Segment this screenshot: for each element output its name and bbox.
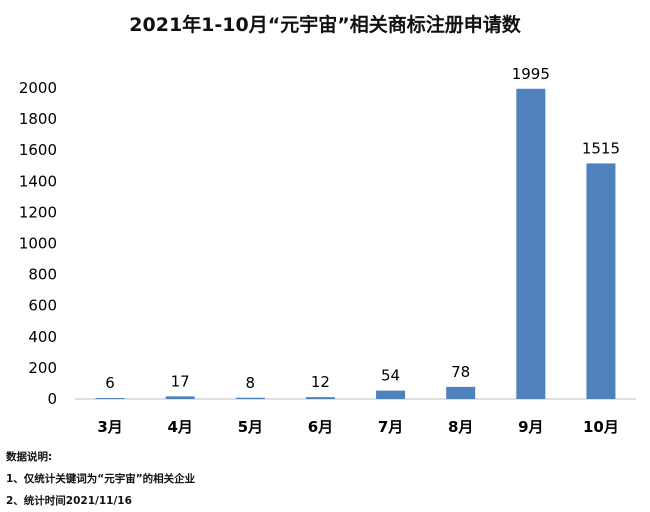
bar [516, 88, 546, 399]
bar [165, 396, 195, 399]
notes-heading: 数据说明: [6, 451, 53, 463]
bar-chart: 0 200 400 600 800 1000 1200 1400 1600 1800 2000 6 1… [19, 65, 636, 436]
y-tick-label: 1200 [19, 203, 57, 221]
y-tick-label: 800 [28, 266, 57, 284]
data-labels: 6 17 8 12 54 78 1995 1515 [105, 65, 620, 392]
x-tick-label: 10月 [583, 418, 619, 436]
x-tick-label: 4月 [167, 418, 192, 436]
x-tick-label: 9月 [518, 418, 543, 436]
chart-title: 2021年1-10月“元宇宙”相关商标注册申请数 [129, 14, 521, 36]
data-label: 1515 [582, 139, 620, 157]
bar [305, 397, 335, 399]
data-label: 54 [381, 367, 400, 385]
x-tick-label: 8月 [448, 418, 473, 436]
x-axis: 3月 4月 5月 6月 7月 8月 9月 10月 [97, 418, 619, 436]
x-tick-label: 3月 [97, 418, 122, 436]
data-label: 17 [171, 372, 190, 390]
bars [95, 88, 616, 399]
y-axis: 0 200 400 600 800 1000 1200 1400 1600 1800 2000 [19, 79, 57, 408]
bar [446, 386, 476, 399]
y-tick-label: 1000 [19, 235, 57, 253]
bar [376, 390, 406, 399]
y-tick-label: 1800 [19, 110, 57, 128]
notes: 数据说明: 1、仅统计关键词为“元宇宙”的相关企业 2、统计时间2021/11/… [6, 446, 195, 512]
data-label: 78 [451, 363, 470, 381]
y-tick-label: 2000 [19, 79, 57, 97]
bar [235, 397, 265, 399]
data-label: 12 [311, 373, 330, 391]
x-tick-label: 5月 [238, 418, 263, 436]
y-tick-label: 200 [28, 359, 57, 377]
data-label: 1995 [512, 65, 550, 83]
y-tick-label: 1400 [19, 172, 57, 190]
notes-line-2: 2、统计时间2021/11/16 [6, 495, 132, 507]
notes-line-1: 1、仅统计关键词为“元宇宙”的相关企业 [6, 473, 196, 485]
y-tick-label: 600 [28, 297, 57, 315]
data-label: 8 [246, 374, 256, 392]
bar [586, 163, 616, 399]
x-tick-label: 6月 [308, 418, 333, 436]
data-label: 6 [105, 374, 115, 392]
y-tick-label: 0 [47, 390, 57, 408]
bar [95, 398, 125, 399]
y-tick-label: 400 [28, 328, 57, 346]
x-tick-label: 7月 [378, 418, 403, 436]
y-tick-label: 1600 [19, 141, 57, 159]
